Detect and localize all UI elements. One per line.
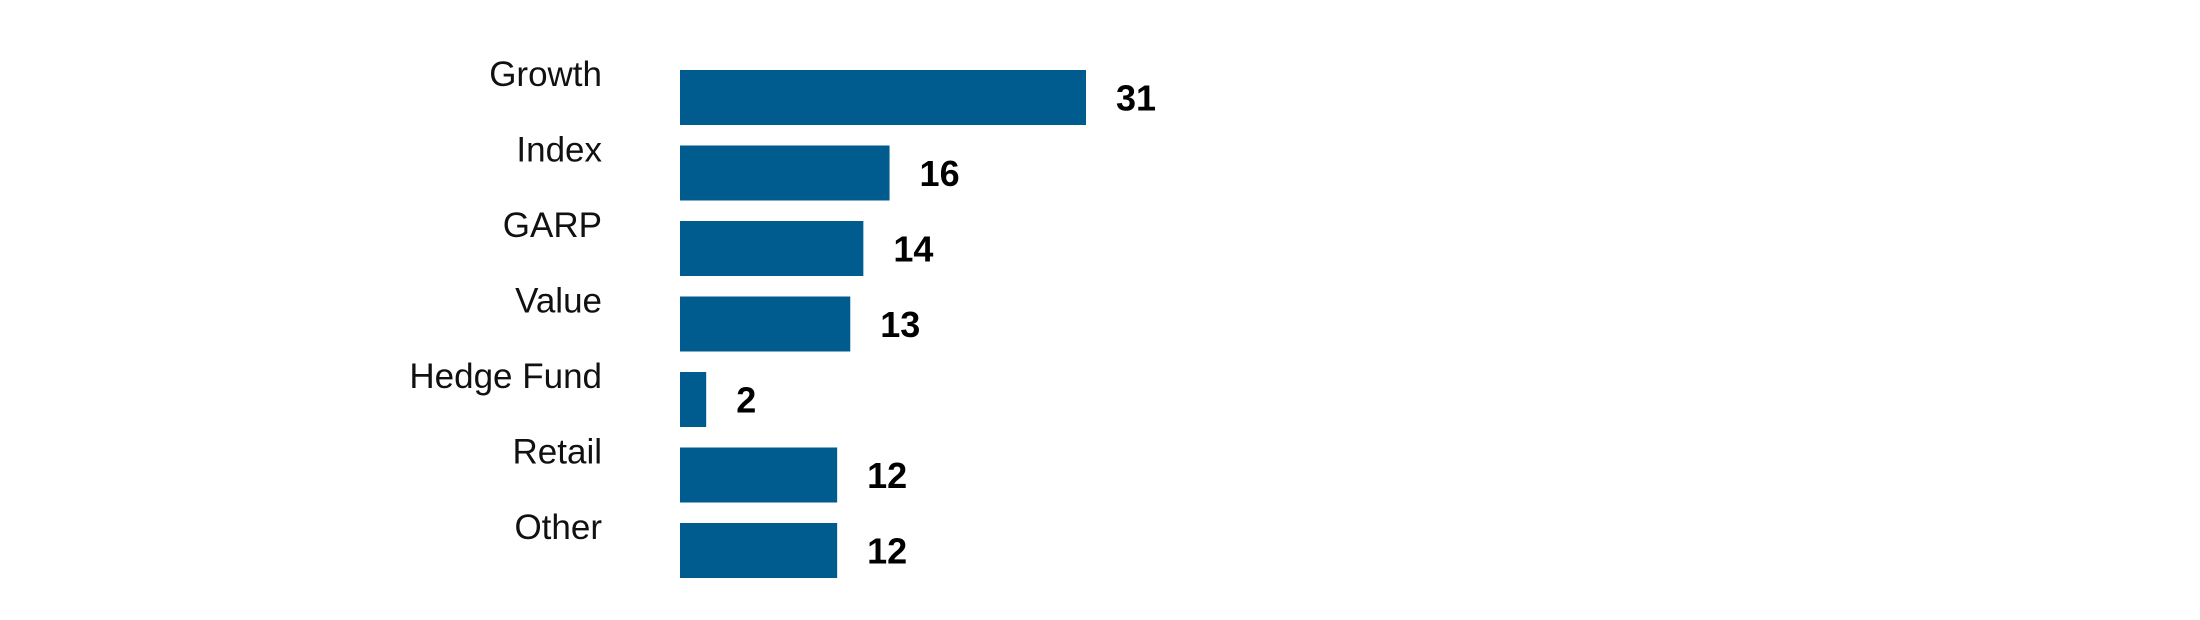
bars (680, 70, 1086, 578)
bar (680, 70, 1086, 125)
category-label: GARP (503, 206, 602, 245)
value-label: 12 (867, 455, 907, 496)
value-label: 14 (893, 229, 933, 270)
bar (680, 523, 838, 578)
category-label: Index (516, 131, 602, 170)
bar (680, 372, 707, 427)
category-label: Retail (513, 433, 602, 472)
value-label: 13 (880, 304, 920, 345)
category-labels: Growth Index GARP Value Hedge Fund Retail Othe… (409, 55, 602, 547)
value-label: 31 (1116, 78, 1156, 119)
category-label: Value (515, 282, 602, 321)
bar (680, 296, 851, 352)
bar (680, 447, 838, 503)
category-label: Growth (489, 55, 602, 94)
category-label: Hedge Fund (409, 357, 602, 396)
value-labels: 31 16 14 13 2 12 12 (736, 78, 1156, 572)
value-label: 16 (920, 153, 960, 194)
value-label: 12 (867, 531, 907, 572)
bar (680, 145, 890, 201)
value-label: 2 (736, 380, 756, 421)
bar (680, 221, 864, 276)
category-label: Other (514, 508, 602, 547)
